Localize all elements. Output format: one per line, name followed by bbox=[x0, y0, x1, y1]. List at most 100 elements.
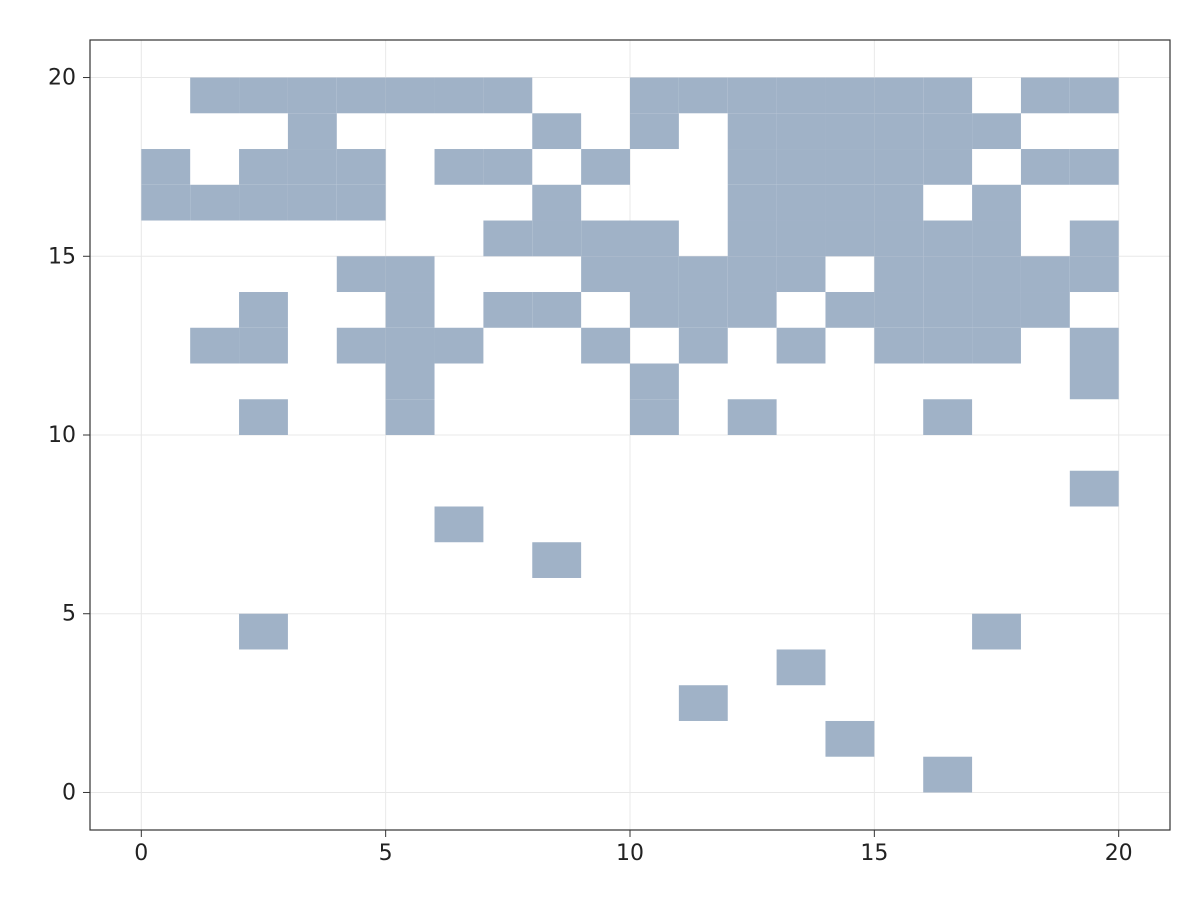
heatmap-cell bbox=[630, 364, 679, 400]
heatmap-cell bbox=[1070, 328, 1119, 364]
heatmap-cell bbox=[728, 221, 777, 257]
heatmap-cell bbox=[679, 256, 728, 292]
heatmap-cell bbox=[825, 78, 874, 114]
heatmap-cell bbox=[141, 149, 190, 185]
heatmap-cell bbox=[239, 78, 288, 114]
heatmap-cell bbox=[777, 149, 826, 185]
heatmap-cell bbox=[337, 328, 386, 364]
heatmap-cell bbox=[386, 292, 435, 328]
heatmap-cell bbox=[1070, 78, 1119, 114]
heatmap-cell bbox=[923, 113, 972, 149]
heatmap-cell bbox=[288, 113, 337, 149]
heatmap-cell bbox=[923, 256, 972, 292]
heatmap-cell bbox=[728, 113, 777, 149]
heatmap-cell bbox=[190, 78, 239, 114]
heatmap-cell bbox=[630, 399, 679, 435]
heatmap-cell bbox=[679, 328, 728, 364]
heatmap-cell bbox=[825, 113, 874, 149]
heatmap-cell bbox=[239, 399, 288, 435]
heatmap-cell bbox=[239, 328, 288, 364]
heatmap-cell bbox=[874, 221, 923, 257]
heatmap-chart: 0510152005101520 bbox=[0, 0, 1200, 900]
heatmap-cell bbox=[581, 256, 630, 292]
heatmap-cell bbox=[532, 292, 581, 328]
x-tick-label: 5 bbox=[379, 841, 393, 866]
heatmap-cell bbox=[630, 256, 679, 292]
heatmap-cell bbox=[337, 185, 386, 221]
heatmap-cell bbox=[972, 292, 1021, 328]
heatmap-cell bbox=[190, 328, 239, 364]
heatmap-cell bbox=[1070, 221, 1119, 257]
heatmap-cell bbox=[777, 256, 826, 292]
heatmap-cell bbox=[630, 221, 679, 257]
heatmap-cell bbox=[337, 149, 386, 185]
heatmap-cell bbox=[532, 221, 581, 257]
heatmap-cell bbox=[679, 292, 728, 328]
heatmap-cell bbox=[630, 113, 679, 149]
heatmap-cell bbox=[874, 78, 923, 114]
heatmap-cell bbox=[532, 185, 581, 221]
heatmap-cell bbox=[777, 113, 826, 149]
heatmap-cell bbox=[1070, 471, 1119, 507]
x-tick-label: 0 bbox=[134, 841, 148, 866]
heatmap-cell bbox=[874, 292, 923, 328]
heatmap-cell bbox=[435, 328, 484, 364]
heatmap-cell bbox=[483, 221, 532, 257]
heatmap-cell bbox=[483, 292, 532, 328]
y-tick-label: 0 bbox=[62, 780, 76, 805]
y-tick-label: 5 bbox=[62, 602, 76, 627]
heatmap-cell bbox=[1070, 256, 1119, 292]
heatmap-cell bbox=[874, 256, 923, 292]
y-tick-label: 15 bbox=[48, 244, 76, 269]
heatmap-cell bbox=[239, 185, 288, 221]
heatmap-cell bbox=[874, 149, 923, 185]
heatmap-cell bbox=[972, 113, 1021, 149]
heatmap-cell bbox=[435, 78, 484, 114]
heatmap-cell bbox=[435, 506, 484, 542]
heatmap-cell bbox=[288, 149, 337, 185]
heatmap-cell bbox=[581, 221, 630, 257]
heatmap-cell bbox=[141, 185, 190, 221]
heatmap-cell bbox=[825, 185, 874, 221]
x-tick-label: 20 bbox=[1105, 841, 1133, 866]
heatmap-cell bbox=[239, 292, 288, 328]
heatmap-cell bbox=[581, 328, 630, 364]
heatmap-cell bbox=[337, 256, 386, 292]
y-tick-label: 10 bbox=[48, 423, 76, 448]
heatmap-cell bbox=[972, 221, 1021, 257]
heatmap-cell bbox=[923, 221, 972, 257]
heatmap-cell bbox=[532, 542, 581, 578]
heatmap-cell bbox=[386, 364, 435, 400]
heatmap-cell bbox=[874, 185, 923, 221]
heatmap-cell bbox=[777, 649, 826, 685]
heatmap-cell bbox=[923, 292, 972, 328]
heatmap-cell bbox=[825, 292, 874, 328]
heatmap-cell bbox=[483, 149, 532, 185]
heatmap-cell bbox=[386, 78, 435, 114]
heatmap-cell bbox=[386, 256, 435, 292]
heatmap-cell bbox=[1021, 78, 1070, 114]
heatmap-cell bbox=[825, 149, 874, 185]
heatmap-cell bbox=[679, 78, 728, 114]
heatmap-cell bbox=[923, 757, 972, 793]
heatmap-cell bbox=[435, 149, 484, 185]
heatmap-cell bbox=[972, 185, 1021, 221]
heatmap-cell bbox=[728, 78, 777, 114]
heatmap-cell bbox=[1070, 149, 1119, 185]
heatmap-cell bbox=[483, 78, 532, 114]
heatmap-cell bbox=[777, 221, 826, 257]
heatmap-cell bbox=[972, 256, 1021, 292]
heatmap-cell bbox=[728, 399, 777, 435]
heatmap-cell bbox=[728, 256, 777, 292]
heatmap-cell bbox=[972, 614, 1021, 650]
heatmap-cell bbox=[1021, 256, 1070, 292]
heatmap-cell bbox=[825, 221, 874, 257]
heatmap-cell bbox=[630, 78, 679, 114]
heatmap-cell bbox=[581, 149, 630, 185]
heatmap-cell bbox=[1021, 292, 1070, 328]
heatmap-cell bbox=[386, 328, 435, 364]
heatmap-cell bbox=[874, 113, 923, 149]
y-tick-label: 20 bbox=[48, 66, 76, 91]
heatmap-cell bbox=[1070, 364, 1119, 400]
heatmap-cell bbox=[630, 292, 679, 328]
